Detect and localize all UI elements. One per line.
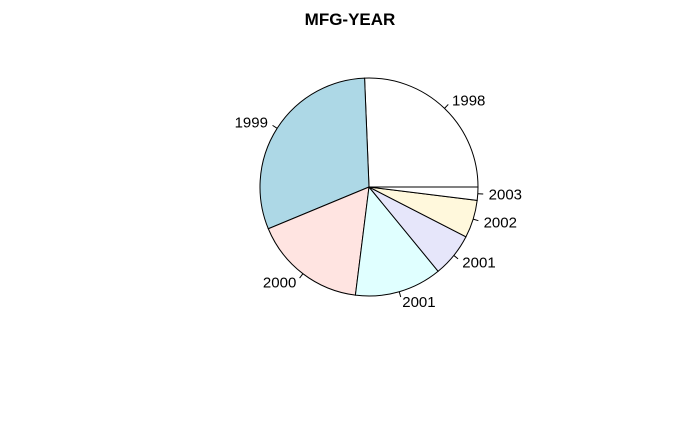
slice-label-tick — [398, 291, 402, 298]
slice-label: 2001 — [462, 254, 495, 271]
pie-slice-2001-3 — [354, 185, 439, 297]
slice-label-tick — [453, 255, 459, 260]
chart-title: MFG-YEAR — [304, 10, 396, 29]
slice-label-tick — [473, 218, 479, 222]
slice-label-tick — [444, 104, 449, 109]
pie-slice-1998-0 — [364, 77, 479, 188]
pie-slice-1999-1 — [259, 77, 370, 230]
slice-label: 1999 — [235, 114, 268, 131]
slice-label: 1998 — [452, 93, 485, 110]
slice-label-tick — [299, 273, 304, 279]
slice-label-tick — [272, 124, 278, 129]
slice-label: 2000 — [263, 274, 296, 291]
slice-label: 2001 — [402, 294, 435, 311]
slice-label: 2002 — [484, 214, 517, 231]
slice-label: 2003 — [489, 186, 522, 203]
